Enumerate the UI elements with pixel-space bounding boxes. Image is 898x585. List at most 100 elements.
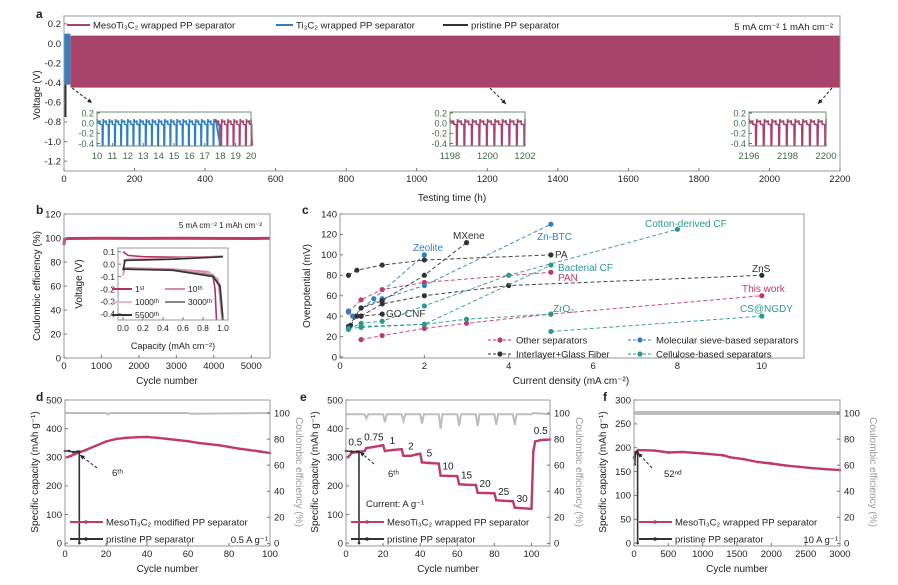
data-point [513, 506, 517, 509]
data-point [358, 297, 364, 303]
data-point [506, 272, 512, 278]
legend-label: 1000ᵗʰ [135, 297, 159, 307]
x-tick-label: 40 [415, 549, 426, 560]
series-line [348, 264, 552, 329]
x-tick-label: 400 [197, 174, 213, 185]
inset-trace [96, 118, 221, 146]
inset-y-label: Voltage (V) [74, 259, 85, 308]
data-point [357, 541, 361, 545]
x-tick-label: 0.4 [157, 323, 169, 333]
x-tick-label: 16 [184, 151, 195, 162]
y2-tick-label: 60 [274, 460, 285, 471]
data-point [350, 313, 356, 319]
data-point [196, 441, 200, 445]
rate-label: 25 [498, 487, 510, 498]
x-tick-label: 0.0 [117, 323, 129, 333]
x-tick-label: 1198 [440, 151, 460, 162]
x-tick-label: 0 [62, 549, 67, 560]
point-label: GO-CNF [386, 309, 425, 320]
data-point [636, 541, 639, 545]
rate-label: 0.75 [364, 432, 384, 443]
data-point [176, 438, 180, 442]
x-tick-label: 11 [107, 151, 117, 162]
y2-tick-label: 100 [554, 408, 570, 419]
x-tick-label: 1400 [547, 174, 568, 185]
y-tick-label: -0.4 [730, 139, 746, 149]
data-point [680, 450, 684, 454]
point-label: Bacterial CF [558, 263, 613, 274]
rate-label: 20 [480, 479, 492, 490]
data-point [358, 337, 364, 343]
x-tick-label: 0 [61, 361, 66, 372]
panel-label: c [302, 203, 309, 217]
x-tick-label: 15 [169, 151, 180, 162]
data-point [379, 318, 385, 324]
cycle-annotation: 52ⁿᵈ [664, 469, 682, 480]
x-tick-label: 4 [506, 361, 511, 372]
arrow-head [80, 455, 85, 460]
capacity-series [345, 450, 360, 544]
inset-x-label: Capacity (mAh cm⁻²) [131, 341, 215, 351]
y-tick-label: 40 [50, 305, 61, 316]
y-tick-label: 100 [615, 491, 631, 502]
data-point [421, 293, 427, 299]
y-tick-label: 250 [615, 419, 631, 430]
y2-tick-label: 40 [844, 487, 855, 498]
legend-marker [637, 351, 643, 357]
x-axis-label: Cycle number [137, 564, 199, 575]
x-tick-label: 13 [138, 151, 149, 162]
y-tick-label: 300 [615, 395, 631, 406]
y-tick-label: 0 [626, 538, 631, 549]
y2-tick-label: 80 [844, 434, 855, 445]
y2-tick-label: 100 [274, 408, 290, 419]
arrow-head [360, 452, 365, 457]
inset-2: 2196 2198 2200 0.20.0-0.2-0.4 [730, 108, 836, 162]
data-point [797, 465, 801, 469]
point-label: ZrO₂ [553, 304, 574, 315]
legend-label: MesoTi₃C₂ wrapped PP separator [387, 518, 529, 529]
data-point [372, 445, 376, 449]
plot-frame [339, 213, 805, 359]
x-tick-label: 100 [262, 549, 278, 560]
y-tick-label: 0 [57, 538, 62, 549]
ce-series [346, 411, 551, 429]
data-point [381, 443, 385, 447]
x-tick-label: 1000 [692, 549, 713, 560]
cycle-annotation: 6ᵗʰ [112, 468, 123, 479]
x-tick-label: 2200 [829, 174, 850, 185]
data-point [483, 491, 487, 495]
data-point [530, 507, 533, 511]
data-point [358, 313, 364, 319]
x-tick-label: 2000 [759, 174, 780, 185]
current-label: 0.5 A g⁻¹ [231, 535, 268, 546]
y-axis-label: Overpotential (mV) [302, 244, 313, 328]
x-tick-label: 1000 [91, 361, 112, 372]
legend-label: pristine PP separator [387, 535, 476, 546]
data-point [439, 474, 442, 477]
data-point [783, 464, 787, 467]
condition-label: 5 mA cm⁻² 1 mAh cm⁻² [734, 22, 833, 33]
point-label: MXene [453, 231, 485, 242]
y-tick-label: 200 [46, 481, 62, 492]
y-tick-label: 400 [327, 424, 343, 435]
point-label: Cotton-derived CF [645, 219, 727, 230]
y-tick-label: -1.2 [45, 156, 61, 167]
profile-upper [122, 255, 224, 271]
x-tick-label: 20 [246, 151, 257, 162]
rate-label: 5 [427, 449, 433, 460]
x-tick-label: 2500 [795, 549, 816, 560]
y-tick-label: -0.6 [45, 98, 61, 109]
x-tick-label: 0.2 [137, 323, 149, 333]
panel-d: d0 20 40 60 80 100010020030040050002040608010… [30, 390, 304, 575]
y-tick-label: -0.4 [431, 139, 447, 149]
x-axis-label: Cycle number [706, 564, 768, 575]
data-point [548, 328, 554, 335]
rate-label: 0.5 [348, 438, 362, 449]
y-tick-label: 0.0 [434, 118, 447, 128]
data-point [667, 451, 670, 454]
data-point [418, 452, 422, 456]
data-point [345, 272, 352, 278]
y2-axis-label: Coulombic efficiency (%) [867, 417, 878, 527]
legend-marker [365, 537, 369, 541]
data-point [421, 282, 427, 289]
